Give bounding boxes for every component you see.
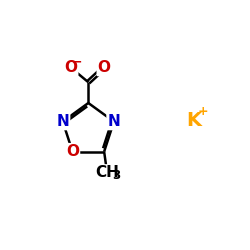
Text: N: N xyxy=(56,114,69,129)
Text: O: O xyxy=(66,144,79,159)
Text: O: O xyxy=(98,60,111,75)
Text: O: O xyxy=(64,60,77,75)
Text: −: − xyxy=(72,56,82,69)
Text: CH: CH xyxy=(95,165,119,180)
Text: +: + xyxy=(198,105,208,118)
Text: N: N xyxy=(108,114,120,129)
Text: 3: 3 xyxy=(112,169,120,182)
Text: K: K xyxy=(186,110,201,130)
